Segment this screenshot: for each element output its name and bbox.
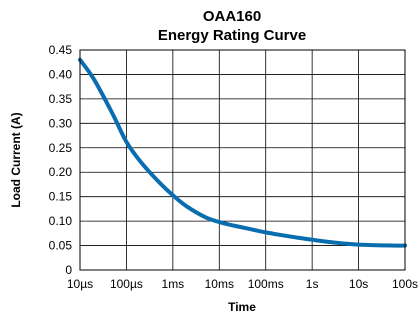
y-tick-label: 0.25 xyxy=(49,141,73,155)
x-tick-label: 10s xyxy=(349,277,368,291)
y-tick-label: 0.15 xyxy=(49,190,73,204)
y-tick-label: 0.35 xyxy=(49,92,73,106)
energy-rating-curve-line xyxy=(78,57,407,248)
y-tick-label: 0.05 xyxy=(49,239,73,253)
x-tick-label: 100s xyxy=(392,277,418,291)
plot-frame xyxy=(79,49,406,271)
chart-subtitle: Energy Rating Curve xyxy=(158,27,306,44)
series-layer xyxy=(78,57,407,248)
x-tick-label: 10µs xyxy=(67,277,93,291)
x-tick-label: 100µs xyxy=(110,277,143,291)
x-tick-label: 100ms xyxy=(248,277,284,291)
x-tick-label: 1ms xyxy=(162,277,185,291)
y-tick-label: 0.30 xyxy=(49,116,73,130)
y-tick-labels: 0 0.05 0.10 0.15 0.20 0.25 0.30 0.35 0.40 0.45 xyxy=(49,43,73,277)
y-axis-label: Load Current (A) xyxy=(9,112,23,207)
x-tick-label: 1s xyxy=(306,277,319,291)
x-tick-label: 10ms xyxy=(205,277,234,291)
y-tick-label: 0.20 xyxy=(49,165,73,179)
x-axis-label: Time xyxy=(228,300,256,314)
plot-area xyxy=(80,50,405,270)
y-tick-label: 0.10 xyxy=(49,214,73,228)
y-tick-label: 0.40 xyxy=(49,67,73,81)
x-tick-labels: 10µs 100µs 1ms 10ms 100ms 1s 10s 100s xyxy=(67,277,418,291)
y-tick-label: 0 xyxy=(65,263,72,277)
y-tick-label: 0.45 xyxy=(49,43,73,57)
chart-title: OAA160 xyxy=(203,8,261,25)
